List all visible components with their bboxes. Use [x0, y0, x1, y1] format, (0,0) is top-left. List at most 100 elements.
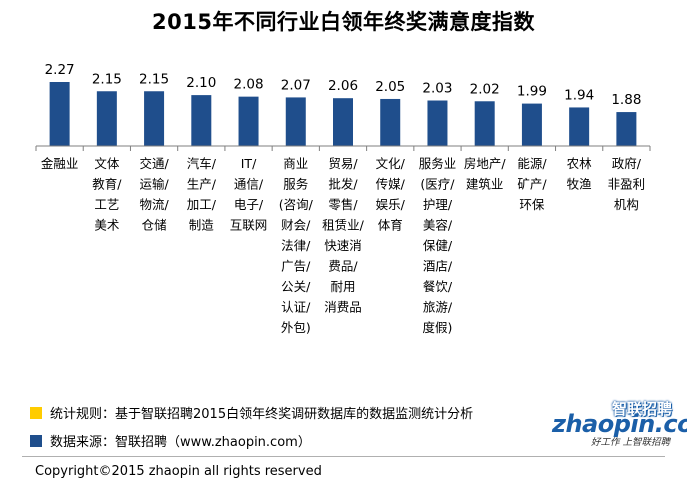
bar-value-label: 2.15 [139, 71, 169, 87]
category-label-line: 认证/ [281, 300, 311, 315]
category-label-line: 广告/ [281, 259, 311, 274]
legend-rule-swatch [30, 406, 42, 419]
category-label-line: (医疗/ [420, 177, 455, 192]
category-label-line: 财会/ [281, 218, 311, 233]
category-label-line: 消费品 [324, 300, 362, 315]
bar-value-label: 2.03 [422, 81, 452, 97]
bar-value-label: 2.15 [92, 71, 122, 87]
category-label-line: 电子/ [234, 197, 264, 212]
category-label-line: 矿产/ [517, 177, 547, 192]
bar [616, 112, 637, 146]
legend-source-text: 数据来源：智联招聘（www.zhaopin.com） [50, 435, 311, 450]
category-label: 金融业 [41, 156, 79, 171]
zhaopin-logo: 智联招聘 zhaopin.com 好工作 上智联招聘 [548, 396, 687, 450]
category-label: 交通/运输/物流/仓储 [139, 156, 169, 233]
category-label: 汽车/生产/加工/制造 [187, 156, 217, 233]
category-label-line: 快速消 [324, 238, 362, 253]
bar-value-label: 1.94 [564, 87, 594, 103]
logo-en-text: zhaopin.com [552, 410, 687, 438]
category-label: 房地产/建筑业 [464, 156, 507, 192]
category-label-line: 商业 [283, 156, 308, 171]
bar [285, 97, 306, 146]
x-axis-ticks [35, 146, 651, 151]
category-label-line: 政府/ [612, 156, 642, 171]
chart-title: 2015年不同行业白领年终奖满意度指数 [152, 10, 535, 34]
category-label-line: 费品/ [328, 259, 358, 274]
category-label-line: 文化/ [376, 156, 406, 171]
category-label: 政府/非盈利机构 [608, 156, 646, 212]
category-label-line: 非盈利 [608, 177, 646, 192]
category-label-line: 耐用 [330, 279, 355, 294]
category-label: 文化/传媒/娱乐/体育 [376, 156, 406, 233]
bar-value-label: 2.02 [470, 81, 500, 97]
category-label-line: 农林 [567, 156, 593, 171]
category-label-line: 酒店/ [423, 259, 453, 274]
category-label-line: 零售/ [328, 197, 358, 212]
logo-slogan: 好工作 上智联招聘 [590, 437, 670, 448]
category-label-line: 金融业 [41, 156, 79, 171]
category-label-line: 美术 [94, 218, 120, 233]
bar [521, 103, 542, 146]
category-label-line: 批发/ [328, 177, 358, 192]
bar [569, 107, 590, 146]
category-label-line: 娱乐/ [376, 197, 406, 212]
category-label-line: 外包) [281, 320, 311, 335]
category-label-line: 仓储 [142, 218, 167, 233]
category-label: 文体教育/工艺美术 [92, 156, 122, 233]
category-label-line: 保健/ [423, 238, 453, 253]
category-labels: 金融业 文体教育/工艺美术交通/运输/物流/仓储汽车/生产/加工/制造IT/通信/… [41, 156, 645, 335]
value-labels: 2.27 2.15 2.15 2.10 2.08 2.07 2.06 2.05 2.03 2.02… [45, 62, 642, 108]
category-label-line: 度假) [423, 320, 453, 335]
legend-rule-text: 统计规则：基于智联招聘2015白领年终奖调研数据库的数据监测统计分析 [50, 407, 474, 422]
category-label-line: 加工/ [187, 197, 217, 212]
bar [96, 91, 117, 146]
legend-rule: 统计规则：基于智联招聘2015白领年终奖调研数据库的数据监测统计分析 [30, 403, 473, 422]
category-label-line: 传媒/ [376, 177, 406, 192]
bar [144, 91, 165, 146]
category-label-line: 建筑业 [466, 177, 504, 192]
category-label-line: 服务 [283, 177, 308, 192]
category-label-line: 互联网 [230, 218, 268, 233]
legend-source: 数据来源：智联招聘（www.zhaopin.com） [30, 431, 311, 450]
category-label-line: 交通/ [139, 156, 169, 171]
category-label-line: IT/ [241, 156, 257, 171]
category-label-line: 体育 [378, 218, 403, 233]
category-label-line: 教育/ [92, 177, 122, 192]
bar-value-label: 2.08 [234, 77, 264, 93]
bar-value-label: 2.07 [281, 77, 311, 93]
category-label-line: 通信/ [234, 177, 264, 192]
bar-value-label: 2.05 [375, 79, 405, 95]
bar [474, 101, 495, 146]
category-label-line: 机构 [614, 197, 639, 212]
category-label-line: 租赁业/ [322, 218, 365, 233]
bar-value-label: 2.10 [186, 75, 216, 91]
bar [427, 100, 448, 146]
category-label-line: 制造 [189, 218, 215, 233]
bar [380, 98, 401, 146]
bar [333, 98, 353, 146]
category-label-line: 护理/ [423, 197, 453, 212]
category-label-line: 服务业 [419, 156, 457, 171]
footer-divider [22, 456, 665, 457]
bar [49, 82, 70, 146]
category-label-line: 旅游/ [423, 300, 453, 315]
category-label-line: 餐饮/ [423, 279, 453, 294]
bars-layer [49, 82, 637, 146]
legend-source-swatch [30, 434, 42, 447]
bar [191, 95, 212, 146]
category-label-line: 运输/ [139, 177, 169, 192]
category-label-line: 房地产/ [464, 156, 507, 171]
copyright-text: Copyright©2015 zhaopin all rights reserv… [35, 464, 322, 479]
category-label-line: 法律/ [281, 238, 311, 253]
category-label-line: 贸易/ [328, 156, 358, 171]
category-label-line: 环保 [519, 197, 545, 212]
category-label: 服务业 (医疗/护理/美容/保健/酒店/餐饮/旅游/度假) [419, 156, 457, 335]
category-label-line: 物流/ [139, 197, 169, 212]
bar-chart: 2.27 2.15 2.15 2.10 2.08 2.07 2.06 2.05 2.03 2.02… [35, 62, 651, 335]
category-label: 农林牧渔 [567, 156, 593, 192]
bar-value-label: 2.27 [45, 62, 75, 78]
category-label: 贸易/批发/零售/租赁业/快速消费品/耐用消费品 [322, 156, 365, 315]
logo-cn-text: 智联招聘 [611, 400, 672, 418]
category-label: 能源/矿产/环保 [517, 156, 547, 212]
category-label: IT/通信/电子/互联网 [230, 156, 268, 233]
